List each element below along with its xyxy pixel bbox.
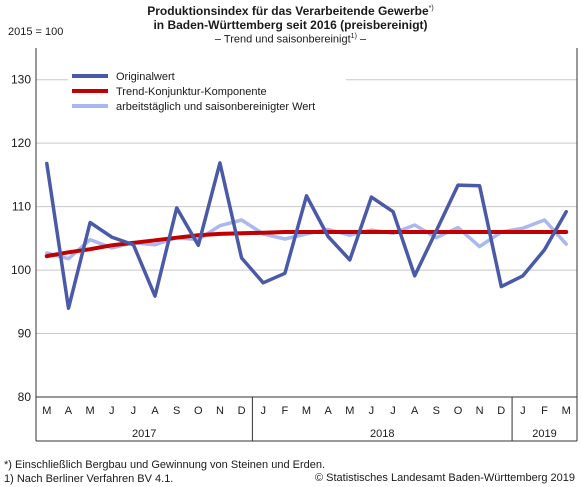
x-tick-label: O: [194, 405, 203, 417]
title-line-2: in Baden-Württemberg seit 2016 (preisber…: [153, 18, 428, 32]
x-tick-label: J: [369, 405, 375, 417]
x-tick-label: A: [324, 405, 332, 417]
x-tick-label: A: [65, 405, 73, 417]
y-tick-label: 80: [18, 390, 32, 404]
x-tick-label: D: [497, 405, 505, 417]
copyright: © Statistisches Landesamt Baden-Württemb…: [314, 472, 575, 484]
series-line-original: [45, 161, 568, 310]
x-tick-label: A: [411, 405, 419, 417]
y-tick-label: 90: [18, 327, 32, 341]
x-tick-label: M: [302, 405, 311, 417]
subtitle-text: – Trend und saisonbereinigt: [214, 33, 351, 46]
x-tick-label: D: [238, 405, 246, 417]
title-footnote-mark: *): [428, 5, 434, 12]
x-tick-label: F: [541, 405, 548, 417]
x-tick-label: N: [476, 405, 484, 417]
y-tick-label: 100: [11, 263, 31, 277]
chart-subtitle: – Trend und saisonbereinigt1) –: [0, 30, 581, 47]
x-tick-label: A: [151, 405, 159, 417]
legend: Originalwert Trend-Konjunktur-Komponente a…: [68, 69, 346, 115]
x-tick-label: J: [520, 405, 526, 417]
x-tick-label: N: [216, 405, 224, 417]
subtitle-end: –: [356, 33, 367, 46]
legend-box: [68, 69, 346, 115]
footnote-1: *) Einschließlich Bergbau und Gewinnung …: [4, 459, 326, 471]
x-tick-label: F: [281, 405, 288, 417]
year-label: 2017: [132, 428, 156, 440]
y-tick-label: 130: [11, 73, 31, 87]
legend-label-trend: Trend-Konjunktur-Komponente: [116, 86, 267, 98]
chart-title: Produktionsindex für das Verarbeitende G…: [0, 2, 581, 32]
x-tick-label: M: [562, 405, 571, 417]
footnote-2: 1) Nach Berliner Verfahren BV 4.1.: [4, 473, 174, 485]
x-tick-labels: M A M J J A S O N D J F M A M J J A S O N D J F M 2017 2018 2019: [42, 405, 571, 440]
x-tick-label: J: [131, 405, 137, 417]
title-line-1: Produktionsindex für das Verarbeitende G…: [147, 4, 429, 18]
year-label: 2019: [532, 428, 556, 440]
x-tick-label: O: [454, 405, 463, 417]
x-tick-label: S: [173, 405, 180, 417]
x-tick-label: S: [433, 405, 440, 417]
legend-label-adjusted: arbeitstäglich und saisonbereinigter Wer…: [116, 101, 315, 113]
year-label: 2018: [370, 428, 394, 440]
legend-label-original: Originalwert: [116, 71, 175, 83]
x-tick-label: M: [86, 405, 95, 417]
x-tick-label: M: [42, 405, 51, 417]
x-tick-label: J: [390, 405, 396, 417]
y-tick-labels: 80 90 100 110 120 130: [11, 73, 31, 404]
x-tick-label: J: [109, 405, 115, 417]
axes: [35, 48, 578, 442]
unit-label: 2015 = 100: [8, 26, 64, 38]
series-lines: [44, 161, 569, 310]
subtitle-footnote-mark: 1): [350, 33, 357, 40]
x-tick-label: J: [260, 405, 266, 417]
y-tick-label: 110: [12, 200, 31, 214]
series-line-trend: [44, 230, 569, 259]
y-tick-label: 120: [11, 136, 31, 150]
x-tick-label: M: [345, 405, 354, 417]
footnotes: *) Einschließlich Bergbau und Gewinnung …: [4, 458, 325, 486]
